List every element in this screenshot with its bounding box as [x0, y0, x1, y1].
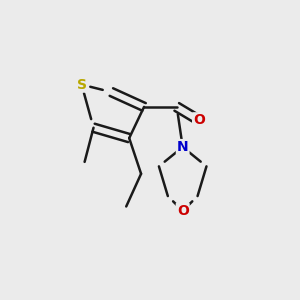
Text: O: O [193, 113, 205, 127]
Text: O: O [177, 204, 189, 218]
Text: N: N [177, 140, 188, 154]
Text: S: S [76, 78, 87, 92]
